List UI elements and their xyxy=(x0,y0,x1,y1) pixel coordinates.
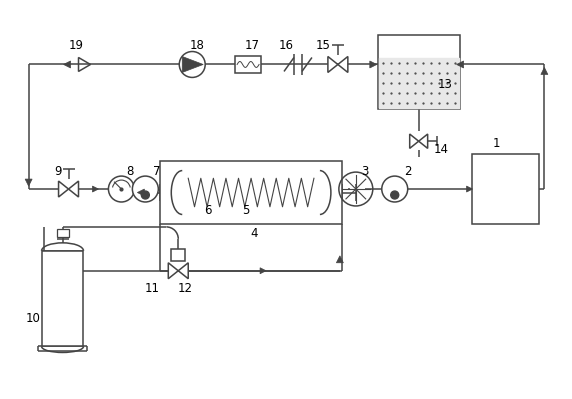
Text: 6: 6 xyxy=(204,204,212,217)
Polygon shape xyxy=(260,268,266,274)
Text: 10: 10 xyxy=(25,312,40,325)
Circle shape xyxy=(382,176,408,202)
Text: 7: 7 xyxy=(153,165,160,178)
Polygon shape xyxy=(137,189,144,196)
Text: 16: 16 xyxy=(279,39,293,52)
Text: 4: 4 xyxy=(251,227,258,240)
Polygon shape xyxy=(178,263,188,279)
Bar xyxy=(160,161,342,224)
Text: 19: 19 xyxy=(69,39,84,52)
Circle shape xyxy=(141,191,149,199)
Circle shape xyxy=(109,176,134,202)
Polygon shape xyxy=(63,61,70,68)
Text: 2: 2 xyxy=(404,165,411,178)
Polygon shape xyxy=(456,61,463,68)
Text: 13: 13 xyxy=(437,78,452,91)
Text: 3: 3 xyxy=(361,165,368,178)
Text: 12: 12 xyxy=(178,282,193,295)
Text: 11: 11 xyxy=(145,282,160,295)
Text: 9: 9 xyxy=(54,165,61,178)
Polygon shape xyxy=(182,57,203,73)
Circle shape xyxy=(179,51,205,77)
Polygon shape xyxy=(410,134,419,148)
Polygon shape xyxy=(93,186,98,192)
Polygon shape xyxy=(419,134,428,148)
Bar xyxy=(471,154,539,224)
Bar xyxy=(378,35,459,109)
Bar xyxy=(235,55,261,73)
Text: 18: 18 xyxy=(190,39,205,52)
Polygon shape xyxy=(328,57,338,73)
Text: 15: 15 xyxy=(316,39,331,52)
Polygon shape xyxy=(338,57,348,73)
Text: 14: 14 xyxy=(434,143,449,156)
Polygon shape xyxy=(58,181,69,197)
Polygon shape xyxy=(370,61,377,68)
Text: 17: 17 xyxy=(245,39,260,52)
Polygon shape xyxy=(69,181,78,197)
Circle shape xyxy=(132,176,158,202)
Bar xyxy=(57,229,69,237)
Circle shape xyxy=(391,191,399,199)
Text: 8: 8 xyxy=(126,165,134,178)
Text: 5: 5 xyxy=(243,204,250,217)
Text: 1: 1 xyxy=(492,137,500,150)
Polygon shape xyxy=(168,263,178,279)
Polygon shape xyxy=(467,186,472,192)
Bar xyxy=(171,249,185,261)
Polygon shape xyxy=(25,179,32,186)
Polygon shape xyxy=(336,256,343,263)
Bar xyxy=(42,251,84,346)
Polygon shape xyxy=(541,67,548,75)
